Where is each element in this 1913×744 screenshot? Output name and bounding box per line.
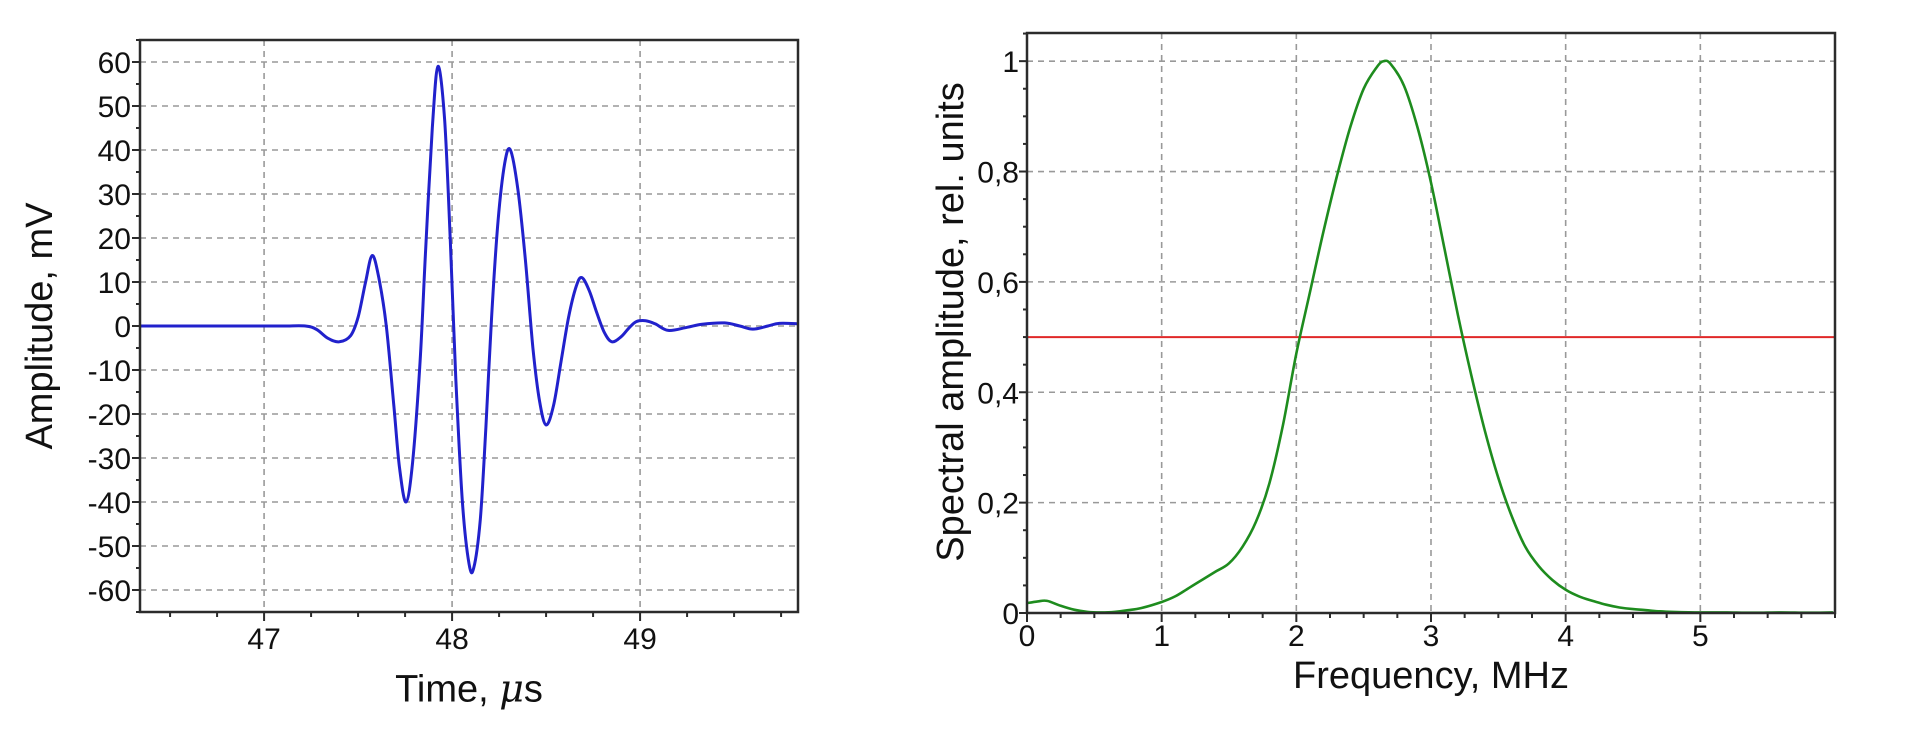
echo-waveform-ytick-label: -10 (88, 355, 131, 388)
echo-waveform-ytick-label: -50 (88, 531, 131, 564)
echo-waveform-xtick-label: 47 (247, 623, 280, 656)
echo-waveform-xtick-label: 49 (623, 623, 656, 656)
echo-waveform-ytick-label: 10 (98, 267, 131, 300)
echo-waveform-ytick-label: -60 (88, 575, 131, 608)
spectrum-xtick-label: 3 (1423, 620, 1440, 653)
spectrum-xtick-label: 0 (1019, 620, 1036, 653)
spectrum-ytick-label: 0,6 (977, 267, 1019, 300)
echo-waveform-tick-labels: 47 48 49 60 50 40 30 20 10 0 -10 -20 -30 -40 -50 -60 (88, 47, 657, 656)
spectrum-xtick-label: 2 (1288, 620, 1305, 653)
waveform-plot: 47 48 49 60 50 40 30 20 10 0 -10 -20 -30 -40 -50 -60 (88, 38, 800, 656)
spectrum-ytick-label: 0,2 (977, 488, 1019, 521)
echo-waveform-ytick-label: -30 (88, 443, 131, 476)
echo-waveform-ytick-label: 20 (98, 223, 131, 256)
echo-waveform-ytick-label: 40 (98, 135, 131, 168)
echo-waveform-xtick-label: 48 (435, 623, 468, 656)
spectrum-x-axis-title: Frequency, MHz (1293, 655, 1569, 697)
waveform-x-axis-title: Time, μs (395, 666, 543, 711)
echo-waveform-ticks (132, 39, 783, 621)
ultrasonic-echo-signal-path (140, 64, 798, 575)
spectrum-ticks (1019, 32, 1836, 622)
spectrum-gridlines (1027, 33, 1835, 613)
spectrum-plot: 0 1 2 3 4 5 1 0,8 0,6 0,4 0,2 0 (977, 31, 1837, 653)
spectrum-ytick-label: 0,8 (977, 157, 1019, 190)
spectrum-ytick-label: 0,4 (977, 377, 1019, 410)
echo-waveform-ytick-label: -20 (88, 399, 131, 432)
echo-waveform-ytick-label: 30 (98, 179, 131, 212)
spectrum-xtick-label: 4 (1557, 620, 1574, 653)
echo-waveform-ytick-label: 50 (98, 91, 131, 124)
waveform-y-axis-title: Amplitude, mV (19, 202, 61, 450)
amplitude-spectrum-path (1027, 59, 1834, 613)
spectrum-xtick-label: 1 (1153, 620, 1170, 653)
spectrum-xtick-label: 5 (1692, 620, 1709, 653)
spectrum-ytick-label: 0 (1002, 598, 1019, 631)
spectrum-y-axis-title: Spectral amplitude, rel. units (930, 82, 972, 562)
spectrum-tick-labels: 0 1 2 3 4 5 1 0,8 0,6 0,4 0,2 0 (977, 46, 1708, 653)
echo-waveform-ytick-label: 0 (114, 311, 131, 344)
spectrum-ytick-label: 1 (1002, 46, 1019, 79)
echo-waveform-ytick-label: -40 (88, 487, 131, 520)
echo-waveform-ytick-label: 60 (98, 47, 131, 80)
